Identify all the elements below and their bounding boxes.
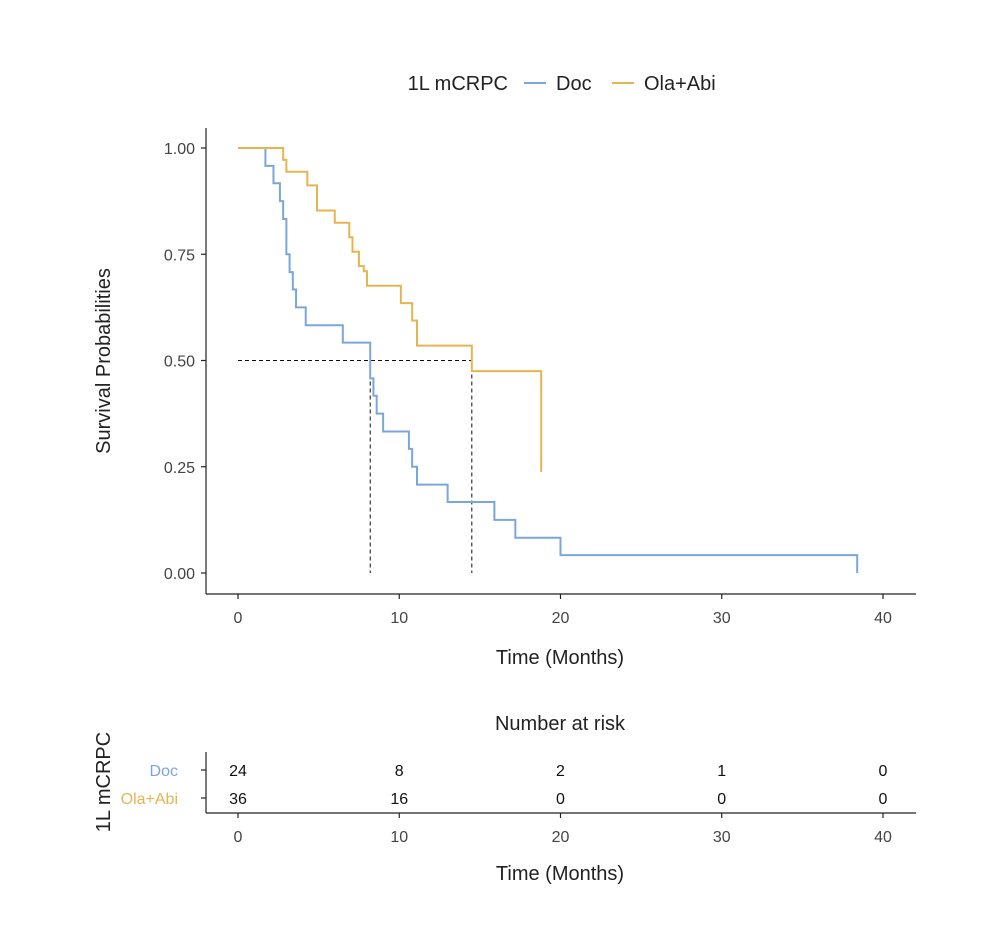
x-tick-label: 30: [713, 610, 731, 627]
legend: 1L mCRPC Doc Ola+Abi: [408, 73, 716, 95]
legend-title: 1L mCRPC: [408, 73, 508, 95]
risk-cell-ola-abi: 16: [390, 791, 408, 808]
risk-cell-doc: 1: [717, 763, 726, 780]
risk-x-ticks: 0 10 20 30 40: [234, 813, 892, 846]
risk-x-tick-label: 20: [552, 829, 570, 846]
risk-cell-ola-abi: 0: [879, 791, 888, 808]
legend-label-doc: Doc: [556, 73, 592, 95]
risk-cell-doc: 8: [395, 763, 404, 780]
x-tick-label: 20: [552, 610, 570, 627]
y-tick-label: 0.50: [164, 354, 195, 371]
x-ticks: 0 10 20 30 40: [234, 594, 892, 627]
risk-cell-ola-abi: 0: [556, 791, 565, 808]
x-tick-label: 10: [390, 610, 408, 627]
survival-curve-ola-abi: [238, 147, 543, 472]
median-lines: [238, 360, 473, 573]
survival-curves: [238, 147, 859, 573]
y-tick-label: 0.25: [164, 460, 195, 477]
risk-row-label-ola-abi: Ola+Abi: [121, 791, 178, 808]
km-plot: 0.00 0.25 0.50 0.75 1.00 0 10 20 30 40 Time (Mon…: [93, 128, 916, 669]
risk-cell-doc: 24: [229, 763, 247, 780]
x-axis-title: Time (Months): [496, 647, 624, 669]
risk-x-tick-label: 10: [390, 829, 408, 846]
survival-curve-doc: [238, 147, 859, 573]
risk-cell-doc: 2: [556, 763, 565, 780]
legend-label-ola-abi: Ola+Abi: [644, 73, 716, 95]
risk-cell-doc: 0: [879, 763, 888, 780]
y-tick-label: 0.75: [164, 247, 195, 264]
y-ticks: 0.00 0.25 0.50 0.75 1.00: [164, 141, 206, 583]
risk-x-tick-label: 30: [713, 829, 731, 846]
x-tick-label: 40: [874, 610, 892, 627]
y-axis-title: Survival Probabilities: [93, 268, 115, 454]
risk-cell-ola-abi: 36: [229, 791, 247, 808]
risk-x-tick-label: 40: [874, 829, 892, 846]
x-tick-label: 0: [234, 610, 243, 627]
risk-rows: Doc 24 8 2 1 0 Ola+Abi 36 16 0 0 0: [121, 763, 888, 808]
risk-y-axis-title: 1L mCRPC: [93, 732, 115, 832]
risk-table-title: Number at risk: [495, 713, 626, 735]
risk-x-axis-title: Time (Months): [496, 863, 624, 885]
y-tick-label: 0.00: [164, 566, 195, 583]
risk-row-label-doc: Doc: [150, 763, 178, 780]
y-tick-label: 1.00: [164, 141, 195, 158]
risk-x-tick-label: 0: [234, 829, 243, 846]
risk-cell-ola-abi: 0: [717, 791, 726, 808]
